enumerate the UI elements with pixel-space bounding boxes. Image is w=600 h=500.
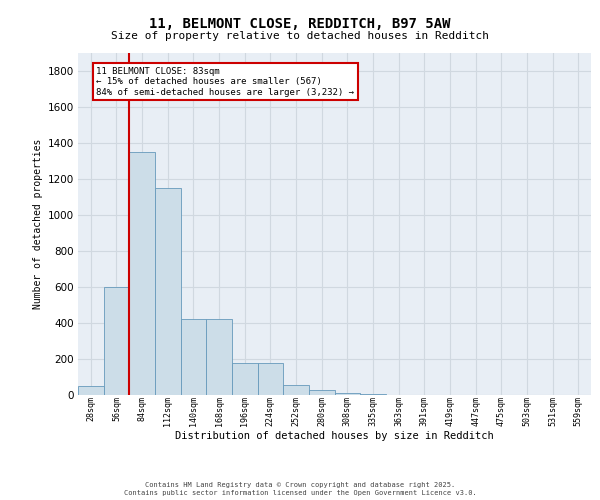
Bar	[104, 287, 130, 395]
Text: Contains HM Land Registry data © Crown copyright and database right 2025.
Contai: Contains HM Land Registry data © Crown c…	[124, 482, 476, 496]
Text: 11 BELMONT CLOSE: 83sqm
← 15% of detached houses are smaller (567)
84% of semi-d: 11 BELMONT CLOSE: 83sqm ← 15% of detache…	[97, 67, 355, 96]
Bar	[232, 364, 257, 395]
X-axis label: Distribution of detached houses by size in Redditch: Distribution of detached houses by size …	[175, 430, 494, 440]
Bar	[309, 390, 335, 395]
Bar	[283, 385, 309, 395]
Bar	[130, 152, 155, 395]
Y-axis label: Number of detached properties: Number of detached properties	[34, 138, 43, 309]
Bar	[360, 394, 386, 395]
Text: Size of property relative to detached houses in Redditch: Size of property relative to detached ho…	[111, 31, 489, 41]
Bar	[155, 188, 181, 395]
Bar	[78, 386, 104, 395]
Bar	[181, 320, 206, 395]
Bar	[206, 320, 232, 395]
Text: 11, BELMONT CLOSE, REDDITCH, B97 5AW: 11, BELMONT CLOSE, REDDITCH, B97 5AW	[149, 18, 451, 32]
Bar	[257, 364, 283, 395]
Bar	[335, 393, 360, 395]
